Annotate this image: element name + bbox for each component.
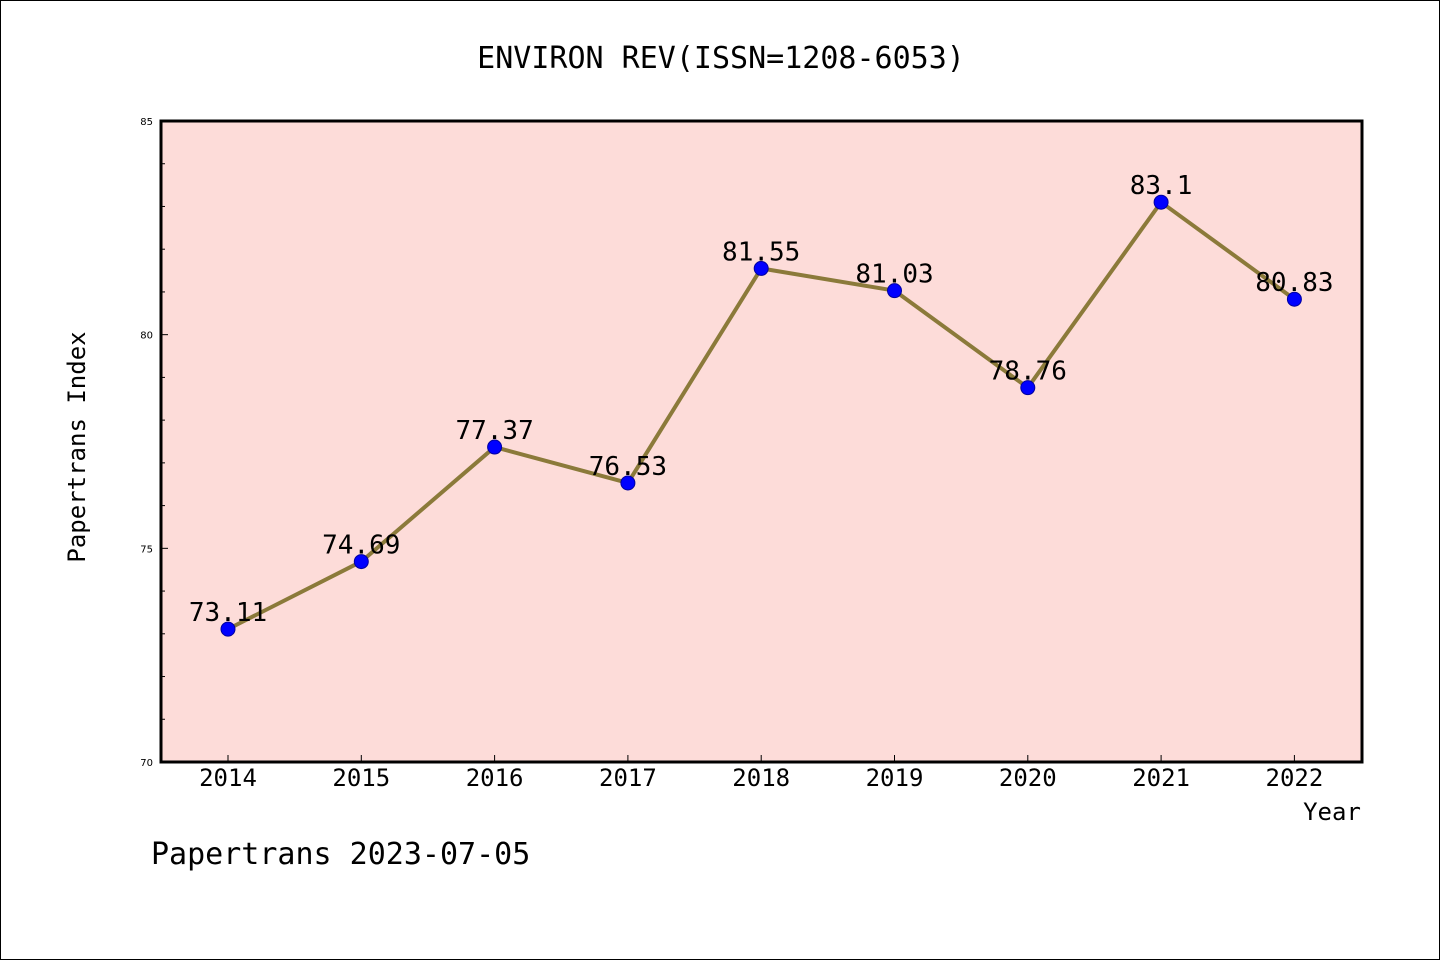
data-point [887,283,902,299]
data-points [220,194,1302,637]
footer-text: Papertrans 2023-07-05 [151,837,530,872]
y-tick-label: 75 [140,544,153,555]
x-axis-label: Year [1303,798,1361,826]
data-point [1286,291,1302,307]
data-point [1020,380,1036,396]
x-tick-label: 2015 [332,764,390,792]
x-tick-label: 2022 [1266,764,1324,792]
data-label: 81.03 [855,260,933,290]
x-axis-ticks: 2014 2015 2016 2017 2018 2019 2020 2021 2022 [199,755,1323,792]
plot-border [159,119,1364,764]
x-tick-label: 2016 [466,764,524,792]
plot-area [161,121,1362,762]
x-tick-label: 2021 [1132,764,1190,792]
data-point [220,621,236,637]
data-label: 73.11 [189,598,267,628]
x-tick-label: 2020 [999,764,1057,792]
y-tick-label: 70 [140,758,153,769]
x-tick-label: 2017 [599,764,657,792]
data-label: 81.55 [722,237,800,267]
data-point [753,260,769,276]
data-label: 78.76 [989,357,1067,387]
data-label: 74.69 [322,531,400,561]
y-tick-label: 80 [140,331,153,342]
data-label: 83.1 [1130,171,1193,201]
y-axis-label: Papertrans Index [63,331,91,562]
data-label: 76.53 [589,452,667,482]
y-tick-label: 85 [140,117,153,128]
data-point [620,475,636,491]
data-label: 80.83 [1255,268,1333,298]
x-tick-label: 2014 [199,764,257,792]
chart-title: ENVIRON REV(ISSN=1208-6053) [477,41,965,76]
data-point [1153,194,1169,210]
data-point [487,439,503,455]
x-tick-label: 2018 [732,764,790,792]
data-labels: 73.11 74.69 77.37 76.53 81.55 81.03 78.76 83.1 8… [189,171,1334,628]
x-tick-label: 2019 [866,764,924,792]
data-point [353,554,369,570]
data-label: 77.37 [455,416,533,446]
